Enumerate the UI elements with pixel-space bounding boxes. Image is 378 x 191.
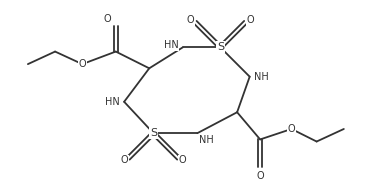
Text: O: O (179, 155, 186, 165)
Text: NH: NH (254, 72, 269, 82)
Text: O: O (247, 15, 254, 25)
Text: NH: NH (200, 135, 214, 145)
Text: O: O (103, 14, 111, 24)
Text: O: O (288, 124, 295, 134)
Text: HN: HN (105, 97, 120, 107)
Text: O: O (256, 171, 264, 181)
Text: O: O (120, 155, 128, 165)
Text: S: S (150, 128, 157, 138)
Text: HN: HN (164, 40, 178, 50)
Text: S: S (217, 42, 224, 52)
Text: O: O (186, 15, 194, 25)
Text: O: O (79, 59, 86, 69)
